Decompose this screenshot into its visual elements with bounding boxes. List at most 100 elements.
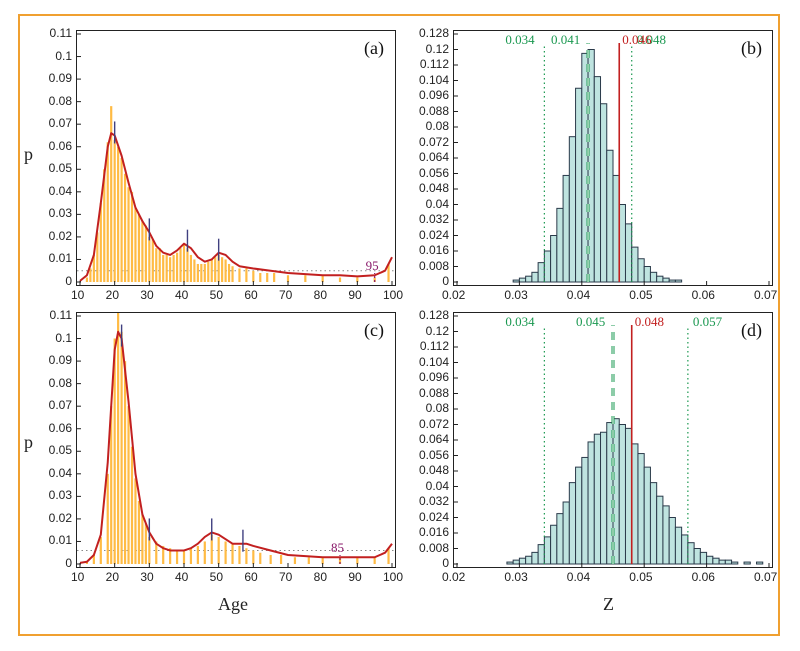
panel-d-xtick: 0.05 (629, 570, 652, 584)
panel-c-ytick: 0.05 (32, 443, 72, 457)
panel-a-ytick: 0.07 (32, 116, 72, 130)
panel-c-ytick: 0 (32, 556, 72, 570)
panel-a-ytick: 0.1 (32, 49, 72, 63)
panel-c: p (c) Age 8500.010.020.030.040.050.060.0… (20, 304, 405, 634)
panel-b-xtick: 0.03 (504, 288, 527, 302)
panel-c-ytick: 0.09 (32, 353, 72, 367)
panel-b-ytick: 0.128 (407, 26, 449, 40)
panel-b-ytick: 0.064 (407, 150, 449, 164)
panel-b-ytick: 0.112 (407, 57, 449, 71)
panel-c-xtick: 60 (244, 570, 257, 584)
panel-b-ytick: 0.072 (407, 135, 449, 149)
panel-a-xtick: 70 (279, 288, 292, 302)
panel-a-ytick: 0.05 (32, 161, 72, 175)
panel-c-xtick: 100 (383, 570, 403, 584)
panel-d-obs-label: 0.048 (635, 314, 664, 330)
panel-d-ytick: 0.064 (407, 432, 449, 446)
panel-d-ytick: 0.024 (407, 510, 449, 524)
panel-d-xtick: 0.03 (504, 570, 527, 584)
panel-b-ytick: 0.096 (407, 88, 449, 102)
panel-c-xtick: 80 (314, 570, 327, 584)
panel-d-xlabel: Z (603, 594, 614, 615)
panel-d-ytick: 0.04 (407, 479, 449, 493)
figure-frame: p (a) 9500.010.020.030.040.050.060.070.0… (18, 14, 780, 636)
panel-a-ytick: 0.02 (32, 229, 72, 243)
panel-c-xlabel: Age (218, 594, 248, 615)
panel-c-xtick: 70 (279, 570, 292, 584)
panel-a-xtick: 100 (383, 288, 403, 302)
panel-b-mean-label: 0.041 (551, 32, 580, 48)
panel-a-xtick: 10 (71, 288, 84, 302)
panel-d-tag: (d) (741, 320, 762, 341)
panel-a-ytick: 0.03 (32, 206, 72, 220)
panel-a-ytick: 0.09 (32, 71, 72, 85)
panel-b-ytick: 0.016 (407, 243, 449, 257)
panel-d-ytick: 0.048 (407, 463, 449, 477)
panel-b-ytick: 0.088 (407, 104, 449, 118)
panel-b-ytick: 0.04 (407, 197, 449, 211)
panel-d-ytick: 0.072 (407, 417, 449, 431)
panel-c-xtick: 40 (175, 570, 188, 584)
panel-d-mean-label: 0.045 (576, 314, 605, 330)
panel-a-xtick: 90 (348, 288, 361, 302)
panel-c-tag: (c) (364, 320, 384, 341)
panel-c-xtick: 50 (210, 570, 223, 584)
panel-c-ytick: 0.03 (32, 488, 72, 502)
panel-c-ytick: 0.08 (32, 376, 72, 390)
panel-a-xtick: 30 (140, 288, 153, 302)
panel-b-ytick: 0.024 (407, 228, 449, 242)
panel-a: p (a) 9500.010.020.030.040.050.060.070.0… (20, 16, 405, 304)
panel-b-ytick: 0.12 (407, 42, 449, 56)
panel-d-ytick: 0.088 (407, 386, 449, 400)
panel-d-ci-high-label: 0.057 (693, 314, 722, 330)
panel-a-xtick: 60 (244, 288, 257, 302)
panel-a-ytick: 0.01 (32, 251, 72, 265)
panel-b: (b) 0.0340.0480.0410.04600.0080.0160.024… (405, 16, 780, 304)
panel-d-ytick: 0.128 (407, 308, 449, 322)
panel-b-ytick: 0.056 (407, 166, 449, 180)
panel-d-ytick: 0.032 (407, 494, 449, 508)
panel-b-xtick: 0.02 (442, 288, 465, 302)
panel-b-obs-label: 0.046 (622, 32, 651, 48)
panel-a-ytick: 0.11 (32, 26, 72, 40)
panel-a-xtick: 50 (210, 288, 223, 302)
panel-d-ytick: 0.096 (407, 370, 449, 384)
panel-c-xtick: 90 (348, 570, 361, 584)
panel-c-xtick: 10 (71, 570, 84, 584)
panel-a-ytick: 0.06 (32, 139, 72, 153)
panel-c-xtick: 20 (106, 570, 119, 584)
panel-a-ytick: 0.08 (32, 94, 72, 108)
panel-c-ytick: 0.01 (32, 533, 72, 547)
panel-a-max-label: 95 (366, 258, 379, 274)
panel-b-plot (453, 30, 773, 286)
panel-c-ytick: 0.04 (32, 466, 72, 480)
panel-b-xtick: 0.07 (754, 288, 777, 302)
panel-d: (d) Z 0.0340.0570.0450.04800.0080.0160.0… (405, 304, 780, 634)
panel-a-tag: (a) (364, 38, 384, 59)
panel-d-ytick: 0.08 (407, 401, 449, 415)
panel-d-ci-low-label: 0.034 (505, 314, 534, 330)
panel-c-plot (76, 312, 396, 568)
panel-b-ytick: 0.104 (407, 73, 449, 87)
panel-c-ytick: 0.06 (32, 421, 72, 435)
panel-c-ytick: 0.1 (32, 331, 72, 345)
panel-c-ytick: 0.02 (32, 511, 72, 525)
panel-b-ytick: 0.048 (407, 181, 449, 195)
panel-b-ytick: 0.008 (407, 259, 449, 273)
panel-d-ytick: 0.12 (407, 324, 449, 338)
panel-a-xtick: 40 (175, 288, 188, 302)
panel-a-xtick: 80 (314, 288, 327, 302)
panel-d-xtick: 0.02 (442, 570, 465, 584)
panel-b-ytick: 0 (407, 274, 449, 288)
panel-c-ytick: 0.07 (32, 398, 72, 412)
panel-b-xtick: 0.05 (629, 288, 652, 302)
panel-d-ytick: 0.104 (407, 355, 449, 369)
panel-d-ytick: 0.056 (407, 448, 449, 462)
panel-b-tag: (b) (741, 38, 762, 59)
panel-d-ytick: 0 (407, 556, 449, 570)
panel-d-ytick: 0.016 (407, 525, 449, 539)
panel-c-xtick: 30 (140, 570, 153, 584)
panel-d-xtick: 0.06 (692, 570, 715, 584)
panel-c-max-label: 85 (331, 540, 344, 556)
panel-b-xtick: 0.06 (692, 288, 715, 302)
